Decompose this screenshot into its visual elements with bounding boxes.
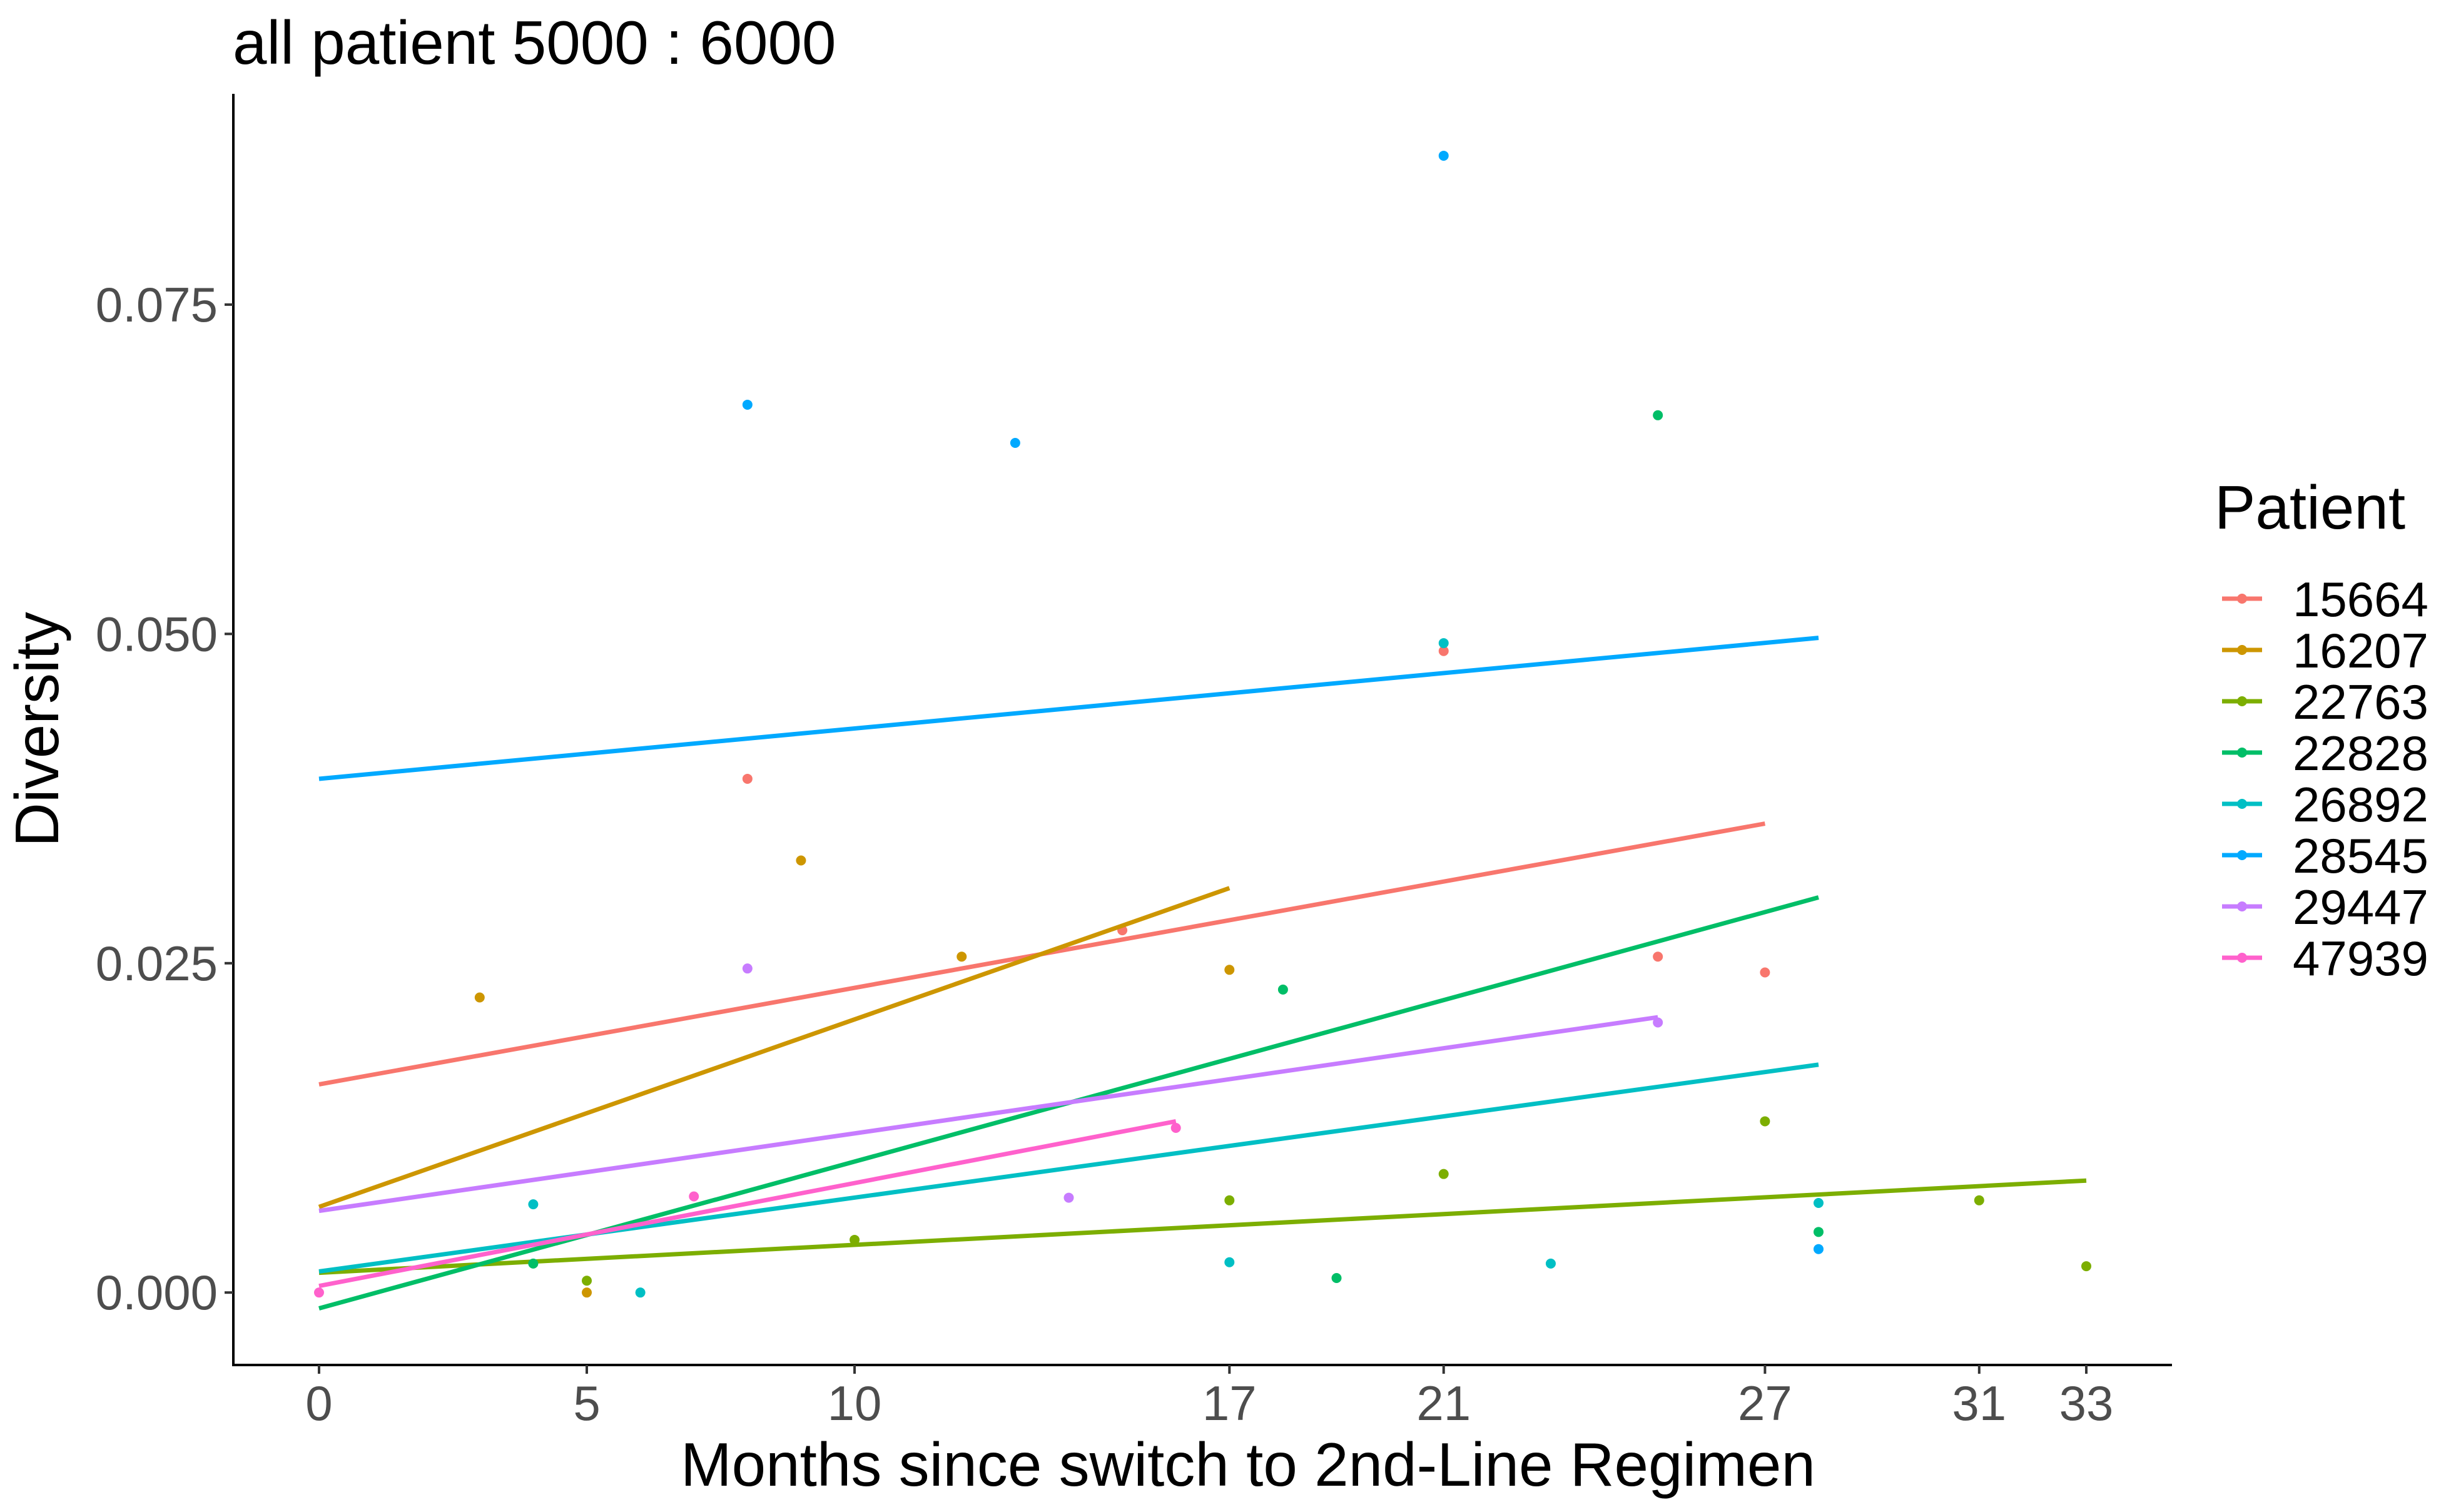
point-22763-4 [1760, 1116, 1770, 1127]
legend-label: 28545 [2293, 828, 2428, 883]
y-tick-label: 0.050 [96, 606, 218, 661]
series-28545 [318, 150, 1824, 1254]
point-22828-1 [1277, 984, 1288, 995]
point-26892-5 [1813, 1197, 1824, 1208]
trend-line-22763 [318, 1178, 2087, 1276]
point-22828-0 [528, 1258, 539, 1269]
point-22763-1 [850, 1234, 860, 1245]
point-47939-0 [313, 1287, 324, 1298]
plot-area [313, 150, 2092, 1311]
trend-line-28545 [318, 636, 1819, 781]
point-22828-2 [1331, 1273, 1342, 1284]
y-axis-ticks: 0.000 0.025 0.050 0.075 [96, 277, 233, 1320]
point-22763-6 [2081, 1261, 2092, 1272]
point-22828-4 [1813, 1227, 1824, 1237]
x-tick-label: 33 [2059, 1376, 2114, 1431]
point-29447-2 [1653, 1017, 1663, 1028]
legend-label: 22828 [2293, 726, 2428, 781]
legend-item-26892: 26892 [2222, 777, 2428, 832]
series-47939 [313, 1119, 1181, 1298]
x-tick-label: 31 [1952, 1376, 2006, 1431]
point-28545-3 [1813, 1244, 1824, 1254]
x-axis-ticks: 0 5 10 17 21 27 31 33 [305, 1365, 2113, 1431]
point-22763-5 [1974, 1195, 1984, 1205]
trend-line-29447 [318, 1015, 1658, 1214]
point-16207-0 [474, 992, 485, 1003]
legend-key-point [2237, 748, 2247, 758]
legend-key-point [2237, 594, 2247, 604]
point-16207-2 [796, 855, 806, 866]
point-26892-1 [635, 1287, 646, 1298]
legend-title: Patient [2215, 473, 2405, 542]
legend: Patient 15664162072276322828268922854529… [2215, 473, 2428, 986]
legend-key-point [2237, 645, 2247, 655]
x-tick-label: 27 [1738, 1376, 1792, 1431]
legend-key-point [2237, 799, 2247, 809]
trend-line-16207 [318, 886, 1230, 1209]
series-29447 [318, 963, 1663, 1214]
point-22763-2 [1224, 1195, 1235, 1205]
y-tick-label: 0.000 [96, 1265, 218, 1320]
point-26892-0 [528, 1199, 539, 1210]
point-26892-2 [1224, 1257, 1235, 1267]
trend-line-47939 [318, 1119, 1177, 1289]
y-tick-label: 0.025 [96, 936, 218, 991]
point-47939-2 [1170, 1122, 1181, 1133]
x-tick-label: 17 [1202, 1376, 1257, 1431]
legend-item-15664: 15664 [2222, 572, 2428, 627]
point-15664-2 [1438, 646, 1449, 656]
legend-item-29447: 29447 [2222, 880, 2428, 935]
legend-item-16207: 16207 [2222, 623, 2428, 678]
x-axis-title: Months since switch to 2nd-Line Regimen [681, 1430, 1815, 1499]
point-15664-0 [742, 773, 753, 784]
x-tick-label: 5 [573, 1376, 600, 1431]
legend-key-point [2237, 696, 2247, 706]
legend-label: 15664 [2293, 572, 2428, 627]
legend-item-22828: 22828 [2222, 726, 2428, 781]
point-15664-4 [1760, 967, 1770, 978]
legend-label: 22763 [2293, 674, 2428, 729]
point-26892-3 [1438, 638, 1449, 649]
point-16207-4 [1224, 965, 1235, 975]
point-22828-3 [1653, 410, 1663, 420]
series-16207 [318, 855, 1235, 1298]
y-tick-label: 0.075 [96, 277, 218, 332]
legend-label: 16207 [2293, 623, 2428, 678]
y-axis-title: Diversity [3, 612, 71, 847]
chart-title: all patient 5000 : 6000 [233, 8, 836, 77]
point-22763-0 [582, 1276, 592, 1286]
point-16207-1 [582, 1287, 592, 1298]
point-29447-0 [742, 963, 753, 974]
point-47939-1 [689, 1191, 699, 1202]
legend-key-point [2237, 901, 2247, 911]
point-15664-3 [1653, 951, 1663, 962]
legend-item-28545: 28545 [2222, 828, 2428, 883]
point-29447-1 [1063, 1192, 1074, 1203]
point-28545-1 [1010, 438, 1020, 449]
series-22763 [318, 1116, 2092, 1286]
point-16207-3 [956, 951, 967, 962]
x-tick-label: 10 [828, 1376, 882, 1431]
legend-key-point [2237, 953, 2247, 963]
x-tick-label: 0 [305, 1376, 332, 1431]
x-tick-label: 21 [1416, 1376, 1471, 1431]
point-28545-2 [1438, 150, 1449, 161]
point-28545-0 [742, 399, 753, 410]
legend-item-47939: 47939 [2222, 931, 2428, 986]
legend-label: 26892 [2293, 777, 2428, 832]
point-26892-4 [1545, 1258, 1556, 1269]
legend-label: 47939 [2293, 931, 2428, 986]
point-22763-3 [1438, 1169, 1449, 1179]
legend-label: 29447 [2293, 880, 2428, 935]
legend-key-point [2237, 850, 2247, 860]
legend-item-22763: 22763 [2222, 674, 2428, 729]
